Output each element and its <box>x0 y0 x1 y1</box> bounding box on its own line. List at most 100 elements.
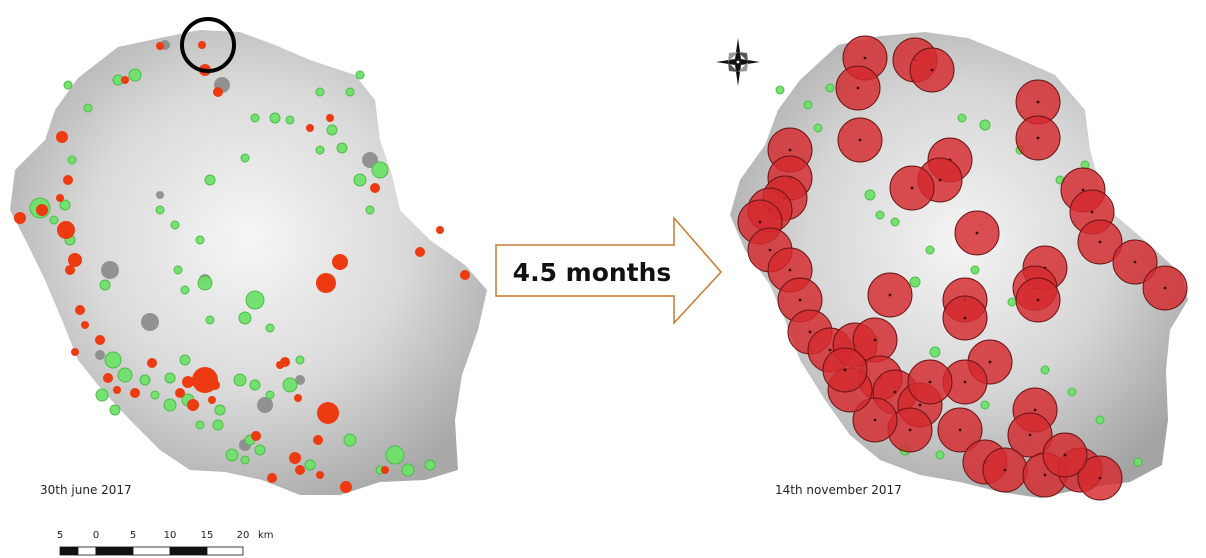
left-date-label: 30th june 2017 <box>40 483 132 497</box>
green-marker <box>1133 457 1143 467</box>
green-marker <box>254 444 266 456</box>
red-marker <box>267 473 277 483</box>
green-marker <box>929 346 941 358</box>
green-marker <box>265 390 275 400</box>
buffer-center <box>888 293 892 297</box>
red-marker <box>326 114 334 122</box>
green-marker <box>249 379 261 391</box>
red-marker <box>332 254 348 270</box>
buffer-center <box>863 56 867 60</box>
buffer-center <box>928 380 932 384</box>
green-marker <box>195 420 205 430</box>
scale-tick-label: 15 <box>201 530 214 541</box>
red-marker <box>210 380 220 390</box>
gray-marker <box>101 261 119 279</box>
buffer-center <box>1036 298 1040 302</box>
green-marker <box>240 153 250 163</box>
green-marker <box>265 323 275 333</box>
green-marker <box>245 290 265 310</box>
green-marker <box>67 155 77 165</box>
buffer-center <box>1163 286 1167 290</box>
green-marker <box>180 285 190 295</box>
green-marker <box>59 199 71 211</box>
red-marker <box>340 481 352 493</box>
buffer-center <box>1098 476 1102 480</box>
gray-marker <box>257 397 273 413</box>
green-marker <box>326 124 338 136</box>
green-marker <box>909 276 921 288</box>
green-marker <box>304 459 316 471</box>
green-marker <box>864 189 876 201</box>
red-marker <box>295 465 305 475</box>
red-marker <box>147 358 157 368</box>
buffer-center <box>1133 260 1137 264</box>
green-marker <box>336 142 348 154</box>
buffer-center <box>1036 100 1040 104</box>
green-marker <box>282 377 298 393</box>
red-marker <box>182 376 194 388</box>
gray-marker <box>95 350 105 360</box>
buffer-center <box>963 380 967 384</box>
green-marker <box>250 113 260 123</box>
scale-tick-label: 5 <box>57 530 63 541</box>
green-marker <box>150 390 160 400</box>
green-marker <box>355 70 365 80</box>
buffer-center <box>788 148 792 152</box>
green-marker <box>970 265 980 275</box>
red-marker <box>56 194 64 202</box>
compass-rose-icon <box>716 38 760 86</box>
scale-tick-label: 10 <box>164 530 177 541</box>
red-marker <box>113 386 121 394</box>
buffer-center <box>1090 210 1094 214</box>
green-marker <box>371 161 389 179</box>
buffer-center <box>858 138 862 142</box>
green-marker <box>775 85 785 95</box>
red-marker <box>313 435 323 445</box>
red-marker <box>65 265 75 275</box>
scale-bar: 5 0 5 10 15 20 km <box>57 530 274 556</box>
green-marker <box>803 100 813 110</box>
buffer-center <box>768 248 772 252</box>
green-marker <box>401 463 415 477</box>
red-marker <box>63 175 73 185</box>
buffer-center <box>1033 408 1037 412</box>
buffer-center <box>798 298 802 302</box>
buffer-center <box>808 330 812 334</box>
red-marker <box>56 131 68 143</box>
green-marker <box>95 388 109 402</box>
red-marker <box>276 361 284 369</box>
scale-tick-label: 20 <box>237 530 250 541</box>
green-marker <box>979 119 991 131</box>
green-marker <box>980 400 990 410</box>
red-marker <box>75 305 85 315</box>
red-marker <box>316 471 324 479</box>
buffer-center <box>1063 453 1067 457</box>
red-marker <box>95 335 105 345</box>
right-date-label: 14th november 2017 <box>775 483 902 497</box>
buffer-center <box>843 368 847 372</box>
green-marker <box>925 245 935 255</box>
gray-marker <box>156 191 164 199</box>
red-marker <box>460 270 470 280</box>
green-marker <box>890 217 900 227</box>
red-marker <box>294 394 302 402</box>
buffer-center <box>1098 240 1102 244</box>
green-marker <box>214 404 226 416</box>
scale-bar-segments <box>59 546 244 556</box>
green-marker <box>170 220 180 230</box>
left-map: 30th june 2017 <box>10 17 487 497</box>
red-marker <box>306 124 314 132</box>
green-marker <box>233 373 247 387</box>
green-marker <box>385 445 405 465</box>
red-marker <box>289 452 301 464</box>
green-marker <box>195 235 205 245</box>
buffer-center <box>963 316 967 320</box>
buffer-center <box>1081 188 1085 192</box>
buffer-center <box>958 428 962 432</box>
red-marker <box>175 388 185 398</box>
green-marker <box>104 351 122 369</box>
scale-tick-label: 0 <box>93 530 99 541</box>
green-marker <box>285 115 295 125</box>
scale-bar-ticks: 5 0 5 10 15 20 km <box>57 530 274 541</box>
buffer-center <box>788 268 792 272</box>
